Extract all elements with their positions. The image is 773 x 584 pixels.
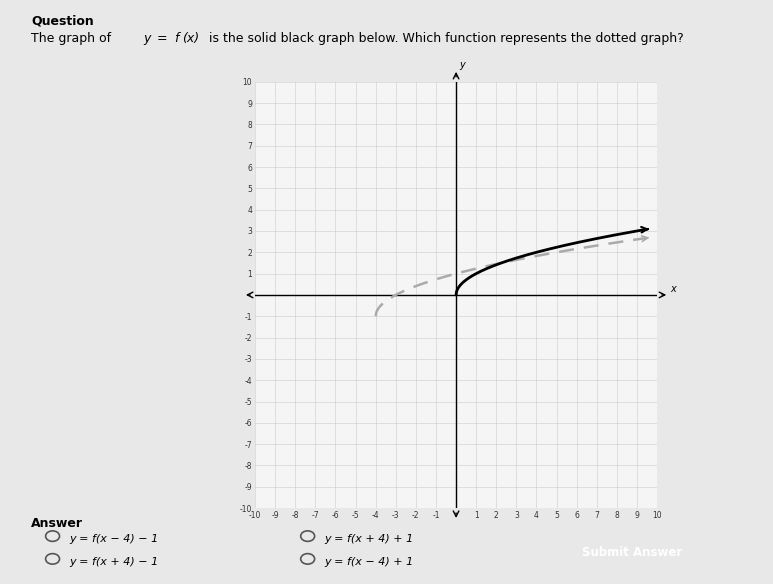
Text: =: = [153, 32, 172, 45]
Text: (x): (x) [182, 32, 199, 45]
Text: Answer: Answer [31, 517, 83, 530]
Text: y = f(x − 4) − 1: y = f(x − 4) − 1 [70, 534, 158, 544]
Text: f: f [174, 32, 179, 45]
Text: x: x [670, 283, 676, 294]
Text: y = f(x − 4) + 1: y = f(x − 4) + 1 [325, 557, 414, 567]
Text: Submit Answer: Submit Answer [582, 546, 682, 559]
Text: is the solid black graph below. Which function represents the dotted graph?: is the solid black graph below. Which fu… [205, 32, 683, 45]
Text: y = f(x + 4) − 1: y = f(x + 4) − 1 [70, 557, 158, 567]
Text: y = f(x + 4) + 1: y = f(x + 4) + 1 [325, 534, 414, 544]
Text: y: y [459, 60, 465, 69]
Text: y: y [143, 32, 151, 45]
Text: Question: Question [31, 15, 94, 27]
Text: The graph of: The graph of [31, 32, 115, 45]
